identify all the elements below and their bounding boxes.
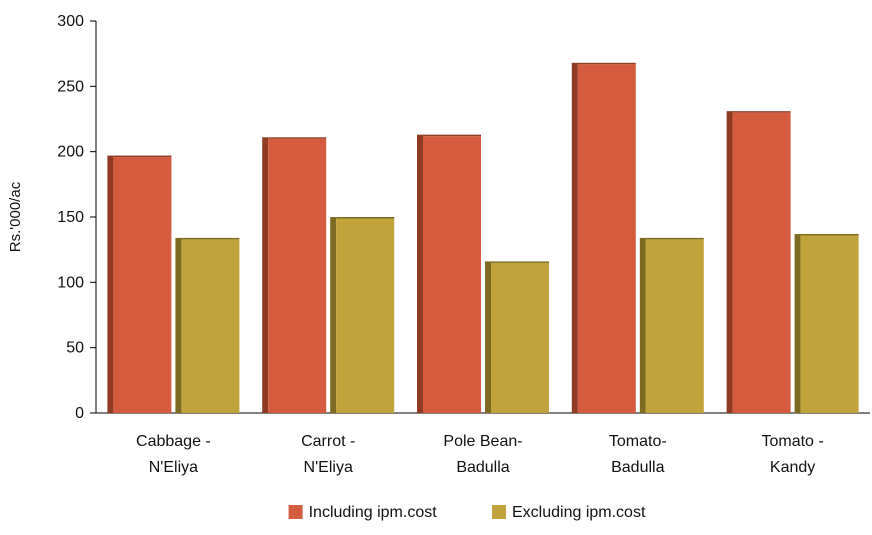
bar-top [181,237,240,240]
bar-top [423,134,481,137]
legend-swatch [288,505,303,519]
bar [732,112,791,413]
y-tick-label: 200 [57,144,84,161]
bar-top [491,261,549,263]
y-axis-title: Rs.'000/ac [7,181,24,252]
bar-side [485,261,491,413]
legend-label: Excluding ipm.cost [512,504,646,521]
bar [800,235,859,413]
labels: 0 50 100 150 200 250 300 Rs.'000/ac Cabbage - N'E… [7,13,824,476]
y-tick-label: 50 [66,340,84,357]
bar-side [175,237,182,413]
bar-side [794,233,801,413]
bar-top [113,155,172,158]
y-tick-label: 100 [57,274,84,291]
y-tick-label: 300 [57,13,84,30]
x-tick-label: Badulla [456,459,509,476]
legend-label: Including ipm.cost [309,504,438,521]
bar [491,262,549,413]
x-tick-label: Carrot - [301,433,355,450]
bar-top [577,62,636,65]
bar [423,136,481,413]
y-tick-label: 250 [57,78,84,95]
x-tick-label: N'Eliya [149,459,198,476]
bar-side [262,137,269,413]
y-tick-label: 150 [57,209,84,226]
bar-top [732,111,791,113]
bar-top [336,217,395,219]
x-tick-label: Tomato- [609,433,667,450]
x-tick-label: Pole Bean- [443,433,522,450]
bar-side [417,134,423,413]
bar [336,218,395,413]
bar-side [107,155,114,413]
bar [268,138,327,413]
bar-side [330,217,337,413]
bar [577,64,636,414]
bar-top [800,233,859,236]
bar-side [639,237,646,413]
x-tick-label: Kandy [770,459,815,476]
bar [181,239,240,413]
legend-swatch [492,505,506,519]
bar [645,239,704,413]
bar [113,157,172,413]
bar-top [268,137,327,139]
x-tick-label: N'Eliya [304,459,353,476]
legend: Including ipm.cost Excluding ipm.cost [288,504,646,521]
bar-top [645,237,704,240]
x-tick-label: Cabbage - [136,433,211,450]
bars [107,62,859,414]
x-tick-label: Tomato - [761,433,823,450]
y-tick-label: 0 [75,405,84,422]
bar-side [726,111,733,413]
bar-side [571,62,578,414]
x-tick-label: Badulla [611,459,664,476]
